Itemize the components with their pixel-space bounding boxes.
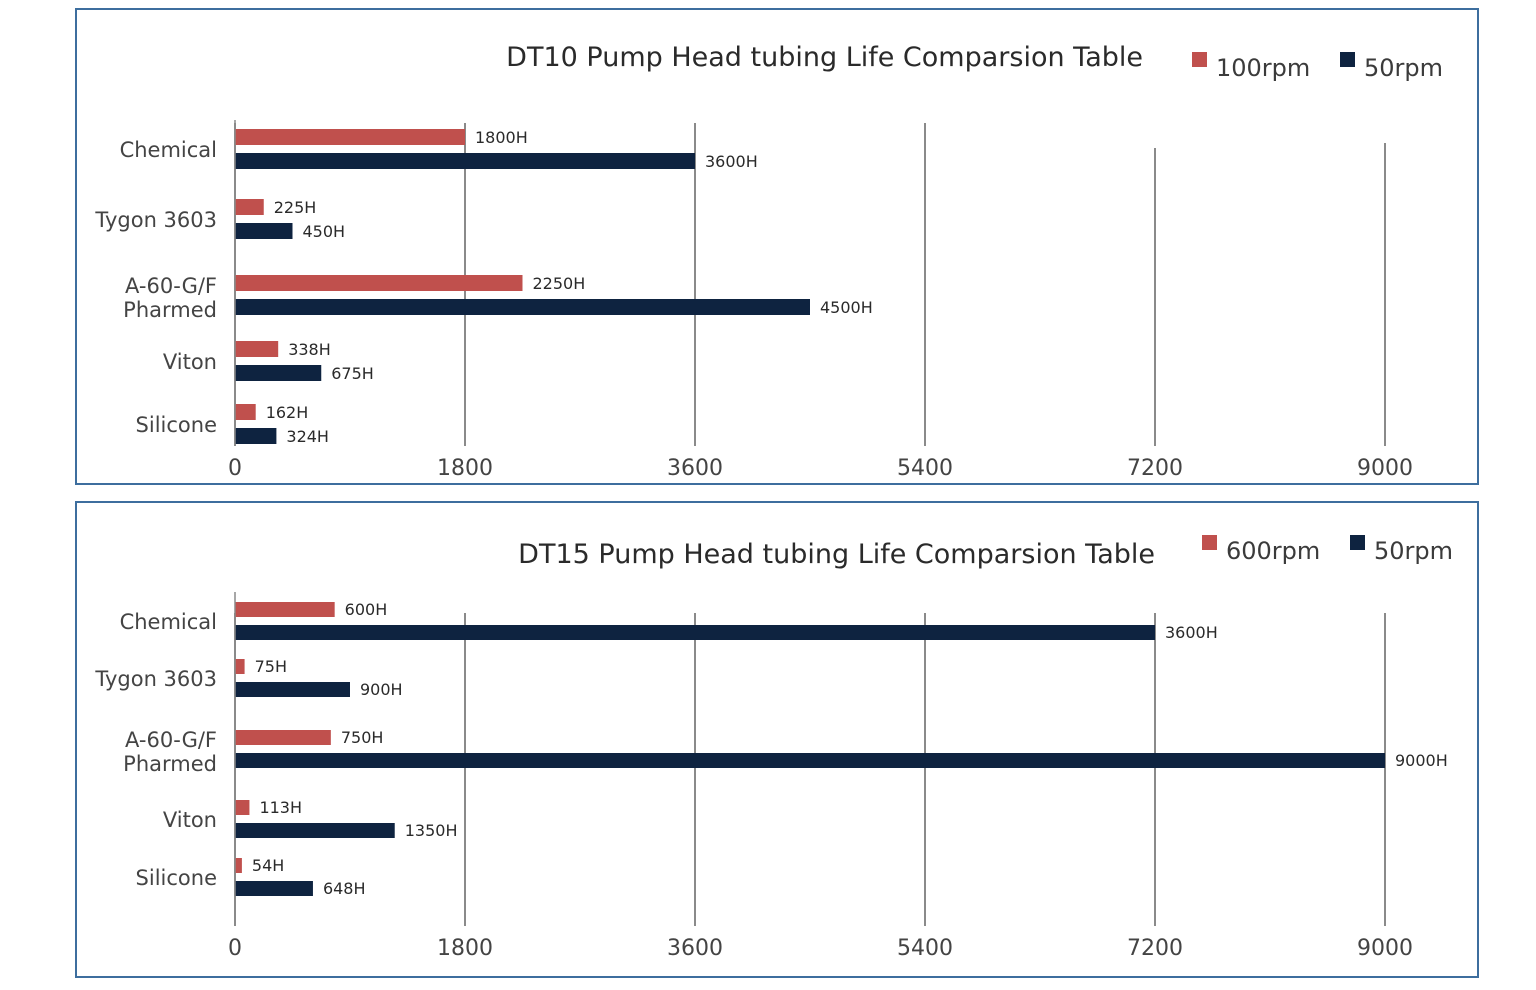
chart-title: DT15 Pump Head tubing Life Comparsion Ta… (518, 539, 1155, 570)
bar-series-a (235, 199, 264, 215)
legend-swatch-0 (1202, 535, 1217, 550)
bar-series-a (235, 800, 250, 815)
bar-series-a (235, 659, 245, 674)
chart-title: DT10 Pump Head tubing Life Comparsion Ta… (506, 42, 1143, 73)
data-label: 450H (303, 222, 346, 241)
bar-series-b (235, 682, 350, 697)
x-tick-label: 1800 (437, 936, 493, 961)
bar-series-a (235, 341, 279, 357)
bar-series-a (235, 404, 256, 420)
category-label: Chemical (120, 138, 217, 162)
chart-panel-dt15: DT15 Pump Head tubing Life Comparsion Ta… (75, 501, 1479, 978)
bar-series-a (235, 129, 465, 145)
data-label: 3600H (1165, 623, 1218, 642)
x-tick-label: 5400 (897, 936, 953, 961)
bar-series-a (235, 730, 331, 745)
data-label: 1350H (405, 821, 458, 840)
bar-series-b (235, 223, 293, 239)
x-tick-label: 9000 (1357, 936, 1413, 961)
data-label: 600H (345, 600, 388, 619)
chart-dt15: DT15 Pump Head tubing Life Comparsion Ta… (94, 535, 1453, 961)
x-tick-label: 0 (228, 456, 242, 481)
data-label: 338H (288, 340, 331, 359)
x-tick-label: 7200 (1127, 456, 1183, 481)
bar-series-a (235, 275, 523, 291)
data-label: 9000H (1395, 751, 1448, 770)
bar-series-b (235, 428, 277, 444)
bar-series-b (235, 153, 695, 169)
category-label: A-60-G/F (125, 728, 217, 752)
legend-label-1: 50rpm (1374, 537, 1453, 565)
x-tick-label: 3600 (667, 936, 723, 961)
data-label: 900H (360, 680, 403, 699)
x-tick-label: 9000 (1357, 456, 1413, 481)
data-label: 3600H (705, 152, 758, 171)
x-tick-label: 3600 (667, 456, 723, 481)
category-label: Silicone (136, 866, 217, 890)
legend-swatch-0 (1192, 52, 1207, 67)
chart-dt10: DT10 Pump Head tubing Life Comparsion Ta… (94, 42, 1443, 481)
data-label: 75H (255, 657, 287, 676)
data-label: 648H (323, 879, 366, 898)
data-label: 1800H (475, 128, 528, 147)
data-label: 162H (266, 403, 309, 422)
data-label: 750H (341, 728, 384, 747)
bar-series-b (235, 823, 395, 838)
bar-series-b (235, 881, 313, 896)
data-label: 4500H (820, 298, 873, 317)
x-tick-label: 1800 (437, 456, 493, 481)
category-label-line2: Pharmed (123, 298, 217, 322)
chart-panel-dt10: DT10 Pump Head tubing Life Comparsion Ta… (75, 8, 1479, 485)
category-label: A-60-G/F (125, 274, 217, 298)
category-label: Chemical (120, 610, 217, 634)
data-label: 324H (286, 427, 329, 446)
bar-series-b (235, 299, 810, 315)
category-label-line2: Pharmed (123, 752, 217, 776)
category-label: Silicone (136, 413, 217, 437)
legend-label-0: 600rpm (1226, 537, 1320, 565)
bar-series-b (235, 625, 1155, 640)
bar-series-b (235, 753, 1385, 768)
legend-swatch-1 (1350, 535, 1365, 550)
category-label: Viton (163, 350, 217, 374)
bar-series-a (235, 858, 242, 873)
x-tick-label: 7200 (1127, 936, 1183, 961)
data-label: 113H (259, 798, 302, 817)
category-label: Viton (163, 808, 217, 832)
data-label: 225H (274, 198, 317, 217)
legend-label-1: 50rpm (1364, 54, 1443, 82)
data-label: 675H (331, 364, 374, 383)
category-label: Tygon 3603 (94, 208, 217, 232)
legend-swatch-1 (1340, 52, 1355, 67)
bar-series-b (235, 365, 322, 381)
data-label: 2250H (533, 274, 586, 293)
legend-label-0: 100rpm (1216, 54, 1310, 82)
x-tick-label: 5400 (897, 456, 953, 481)
data-label: 54H (252, 856, 284, 875)
category-label: Tygon 3603 (94, 667, 217, 691)
x-tick-label: 0 (228, 936, 242, 961)
bar-series-a (235, 602, 335, 617)
